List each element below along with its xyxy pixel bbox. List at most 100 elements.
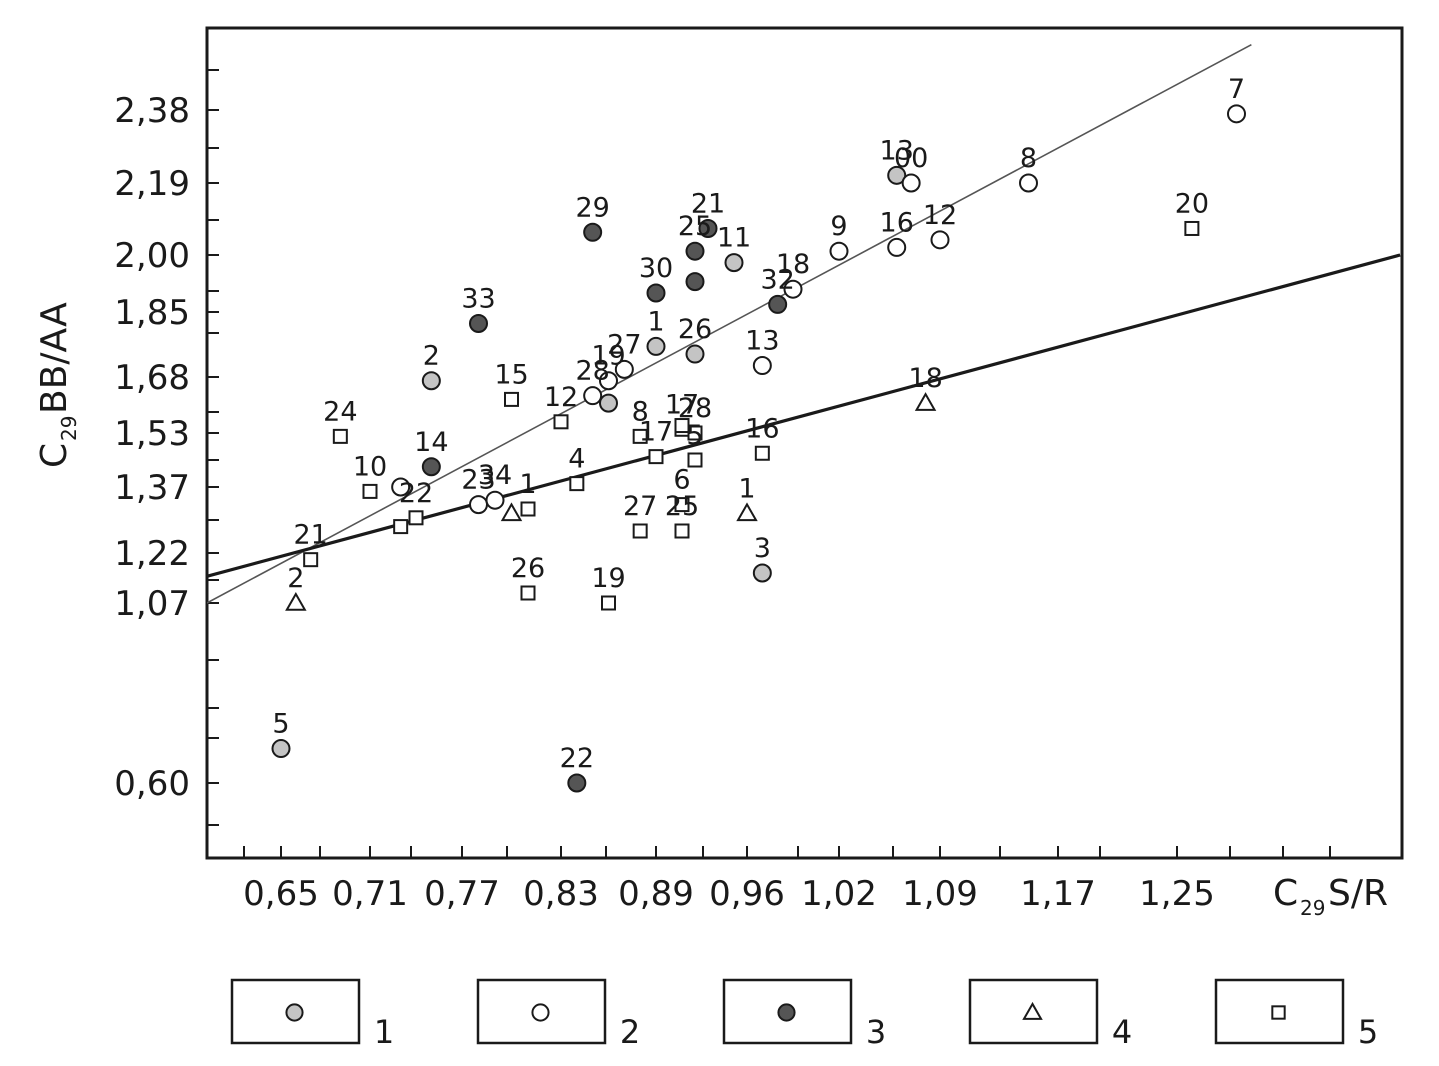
legend: 1 2 3 4 5: [230, 978, 1378, 1051]
point-label: 32: [760, 264, 794, 295]
point-label: 18: [908, 363, 942, 394]
y-tick-label: 1,68: [114, 358, 190, 398]
x-tick-label: 0,89: [618, 874, 694, 914]
point-label: 1: [519, 469, 536, 500]
legend-label-3: 3: [866, 1013, 886, 1051]
y-tick-label: 1,53: [114, 414, 190, 454]
point-label: 6: [673, 465, 690, 496]
point-label: 16: [880, 207, 914, 238]
y-tick-label: 1,85: [114, 293, 190, 333]
data-point-series-2: [901, 173, 921, 193]
y-tick-label: 2,19: [114, 164, 190, 204]
data-point-series-1: [887, 165, 907, 185]
point-label: 11: [717, 223, 751, 254]
legend-marker-2: [531, 1003, 550, 1022]
data-point-series-3: [685, 241, 705, 261]
data-point-series-3: [469, 313, 488, 333]
x-axis: 0,65 0,71 0,77 0,83 0,89 0,96 1,02 1,09 1,17 1,25: [243, 846, 1331, 914]
point-label: 26: [678, 314, 712, 345]
trendline-thin: [207, 43, 1252, 604]
data-point-series-3: [685, 272, 705, 292]
data-point-series-4: [285, 591, 307, 611]
point-label: 10: [353, 451, 387, 482]
point-label: 23: [461, 465, 495, 496]
point-label: 17: [665, 389, 699, 420]
point-label: 12: [923, 200, 957, 231]
point-label: 2: [287, 563, 304, 594]
data-point-series-1: [724, 253, 744, 273]
point-label: 22: [399, 478, 433, 509]
y-tick-label: 2,00: [114, 236, 190, 276]
point-label: 22: [560, 743, 594, 774]
legend-label-5: 5: [1358, 1013, 1378, 1051]
point-label: 1: [738, 473, 755, 504]
data-point-series-2: [469, 495, 488, 515]
point-label: 27: [607, 329, 641, 360]
x-axis-title: C 29 S/R: [1273, 873, 1388, 920]
point-label: 19: [591, 563, 625, 594]
point-label: 5: [272, 709, 289, 740]
y-tick-label: 1,07: [114, 584, 190, 624]
data-point-series-5: [362, 483, 378, 499]
data-point-series-5: [601, 595, 616, 611]
point-label: 19: [591, 341, 625, 372]
legend-marker-5: [1271, 1005, 1286, 1020]
data-point-series-2: [783, 279, 803, 299]
data-point-series-5: [648, 449, 664, 465]
x-tick-label: 0,65: [243, 874, 319, 914]
point-label: 33: [461, 283, 495, 314]
x-tick-label: 1,02: [801, 874, 877, 914]
point-label: 5: [686, 420, 703, 451]
data-point-series-3: [698, 218, 718, 238]
y-axis-title: C 29 BB/AA: [34, 302, 81, 468]
point-label: 1: [647, 306, 664, 337]
data-point-series-4: [500, 502, 523, 522]
y-axis: 0,60 1,07 1,22 1,37 1,53 1,68 1,85 2,00 2,19 2,38: [114, 69, 219, 826]
data-point-series-3: [768, 294, 788, 314]
data-point-series-5: [520, 585, 536, 601]
point-label: 29: [575, 192, 609, 223]
point-label: 25: [665, 491, 699, 522]
point-label: 34: [478, 460, 512, 491]
point-label: 14: [414, 427, 448, 458]
data-point-series-1: [599, 393, 618, 413]
x-tick-label: 1,25: [1139, 874, 1215, 914]
data-point-series-5: [687, 452, 703, 468]
data-point-series-1: [685, 344, 705, 364]
point-label: 8: [632, 396, 649, 427]
data-point-series-2: [752, 356, 772, 376]
data-point-series-5: [520, 501, 536, 517]
data-point-series-3: [583, 222, 603, 242]
y-tick-label: 1,22: [114, 534, 190, 574]
legend-label-1: 1: [374, 1013, 394, 1051]
point-label: 24: [323, 396, 357, 427]
data-point-series-2: [391, 477, 411, 497]
point-label: 00: [894, 143, 928, 174]
point-label: 28: [575, 356, 609, 387]
y-tick-label: 1,37: [114, 468, 190, 508]
data-point-series-2: [1019, 173, 1038, 193]
x-tick-label: 1,17: [1020, 874, 1096, 914]
data-point-series-4: [914, 392, 937, 411]
y-tick-label: 0,60: [114, 764, 190, 804]
point-label: 26: [511, 553, 545, 584]
data-point-series-2: [614, 359, 634, 379]
data-point-series-5: [754, 445, 770, 461]
data-point-series-1: [752, 563, 772, 583]
data-point-series-5: [332, 428, 348, 444]
legend-marker-3: [777, 1003, 796, 1022]
data-point-series-1: [421, 371, 441, 391]
data-point-series-3: [567, 773, 587, 793]
data-point-series-3: [646, 283, 666, 303]
x-axis-title-rest: S/R: [1328, 873, 1388, 914]
y-axis-title-main: C: [34, 443, 75, 468]
legend-label-4: 4: [1112, 1013, 1132, 1051]
point-label: 12: [544, 382, 578, 413]
data-point-series-5: [504, 391, 519, 407]
y-axis-title-rest: BB/AA: [34, 302, 75, 414]
data-point-series-4: [736, 502, 758, 522]
x-axis-title-sub: 29: [1300, 896, 1325, 920]
point-label: 25: [678, 211, 712, 242]
